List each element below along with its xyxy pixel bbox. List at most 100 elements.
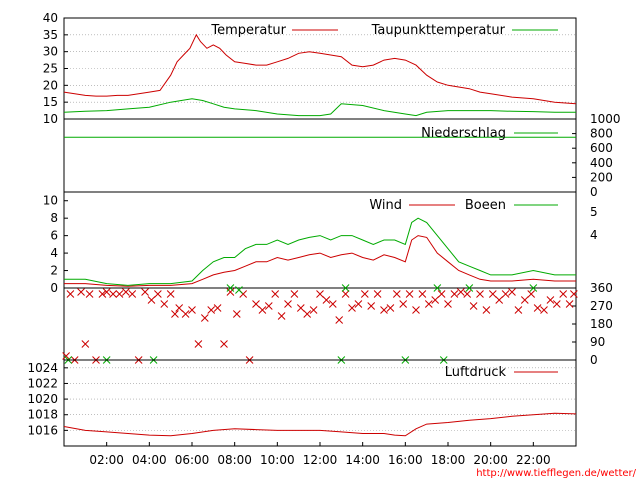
pressure-ytick-label: 1020 — [27, 392, 58, 406]
wind_direction-point — [527, 290, 536, 298]
wind_direction-point — [309, 306, 318, 314]
wind_direction-point — [98, 290, 107, 298]
wind_direction-point — [296, 304, 305, 312]
x-tick-label: 12:00 — [303, 453, 338, 467]
wind_direction-point — [271, 290, 280, 298]
wind_direction-point — [418, 290, 427, 298]
precipitation-ytick-right-label: 0 — [590, 185, 598, 199]
wind_direction-point — [341, 284, 350, 292]
wind_direction-point — [284, 300, 292, 308]
wind_direction-point — [322, 296, 331, 304]
wind_direction-point — [188, 306, 196, 314]
wind-ytick-label: 6 — [50, 229, 58, 243]
temperature-ytick-label: 40 — [43, 11, 58, 25]
wind_direction-ytick-right-label: 0 — [590, 353, 598, 367]
wind_direction-ytick-right-label: 90 — [590, 335, 605, 349]
wind_direction-point — [122, 288, 130, 296]
wind-series-line-0 — [64, 235, 576, 287]
wind_direction-point — [476, 290, 484, 298]
wind_direction-point — [341, 290, 350, 298]
wind_direction-point — [529, 284, 538, 292]
wind_direction-point — [495, 296, 504, 304]
pressure-ytick-label: 1024 — [27, 361, 58, 375]
wind_direction-point — [431, 296, 440, 304]
x-axis: 02:00 04:00 06:00 08:00 10:00 12:00 14:00 16:00… — [89, 442, 551, 467]
wind_direction-point — [335, 316, 344, 324]
x-tick-label: 18:00 — [431, 453, 466, 467]
wind-ytick-right-label: 5 — [590, 205, 598, 219]
wind_direction-ytick-right-label: 360 — [590, 281, 613, 295]
wind_direction-point — [348, 304, 356, 312]
wind_direction-point — [277, 312, 286, 320]
wind_direction-point — [533, 304, 542, 312]
wind_direction-point — [354, 300, 363, 308]
wind_direction-point — [235, 286, 243, 294]
wind_direction-point — [360, 290, 369, 298]
wind_direction-point — [559, 290, 568, 298]
wind_direction-point — [166, 290, 175, 298]
wind_direction-point — [433, 284, 442, 292]
wind_direction-point — [367, 302, 376, 310]
wind-legend-label-0: Wind — [369, 198, 402, 213]
wind_direction-ytick-right-label: 270 — [590, 299, 613, 313]
temperature-ytick-label: 20 — [43, 78, 58, 92]
wind_direction-point — [194, 340, 203, 348]
wind_direction-point — [303, 310, 312, 318]
temperature-ytick-label: 15 — [43, 95, 58, 109]
precipitation-ytick-right-label: 600 — [590, 141, 613, 155]
precipitation-ytick-right-label: 800 — [590, 127, 613, 141]
pressure-series-line-0 — [63, 412, 577, 437]
temperature-legend-label-0: Temperatur — [210, 23, 286, 38]
wind_direction-point — [213, 304, 222, 312]
pressure-ytick-label: 1022 — [27, 376, 58, 390]
wind_direction-point — [264, 302, 273, 310]
temperature-ytick-label: 35 — [43, 28, 58, 42]
wind_direction-point — [540, 306, 548, 314]
temperature-series-line-0 — [63, 33, 577, 105]
x-tick-label: 06:00 — [175, 453, 210, 467]
wind_direction-point — [220, 340, 228, 348]
wind_direction-point — [115, 290, 124, 298]
wind_direction-point — [232, 310, 241, 318]
wind_direction-point — [412, 306, 420, 314]
wind-panel: 0 2 4 6 8 10 5 4 Wind Boeen — [43, 191, 598, 295]
wind_direction-point — [450, 290, 459, 298]
temperature-ytick-label: 30 — [43, 45, 58, 59]
temperature-ytick-label: 25 — [43, 62, 58, 76]
x-tick-label: 10:00 — [260, 453, 295, 467]
wind_direction-point — [171, 310, 179, 318]
wind_direction-point — [565, 300, 574, 308]
wind_direction-series-0 — [62, 288, 578, 364]
wind_direction-point — [316, 290, 324, 298]
precipitation-legend-label-0: Niederschlag — [421, 126, 506, 141]
wind_direction-point — [399, 300, 408, 308]
wind_direction-point — [508, 288, 516, 296]
pressure-ytick-label: 1018 — [27, 408, 58, 422]
wind_direction-point — [102, 288, 111, 296]
wind_direction-point — [77, 288, 85, 296]
x-tick-label: 02:00 — [89, 453, 124, 467]
pressure-legend-label-0: Luftdruck — [445, 365, 507, 380]
wind_direction-point — [128, 290, 137, 298]
temperature-panel: 10 15 20 25 30 35 40 Temperatur Taupunkttemperat… — [43, 11, 577, 126]
wind_direction-point — [488, 290, 497, 298]
temperature-legend-label-1: Taupunkttemperatur — [371, 23, 506, 38]
wind_direction-point — [456, 288, 465, 296]
wind_direction-point — [226, 284, 235, 292]
wind_direction-point — [252, 300, 260, 308]
wind_direction-point — [570, 290, 578, 298]
wind_direction-point — [465, 284, 474, 292]
wind-legend-label-1: Boeen — [465, 198, 506, 213]
wind_direction-point — [141, 288, 149, 296]
x-tick-label: 22:00 — [516, 453, 551, 467]
wind_direction-point — [290, 290, 299, 298]
wind_direction-ytick-right-label: 180 — [590, 317, 613, 331]
wind_direction-point — [482, 306, 491, 314]
wind-ytick-label: 8 — [50, 211, 58, 225]
x-tick-label: 16:00 — [388, 453, 423, 467]
wind_direction-point — [424, 300, 433, 308]
wind_direction-point — [405, 290, 414, 298]
